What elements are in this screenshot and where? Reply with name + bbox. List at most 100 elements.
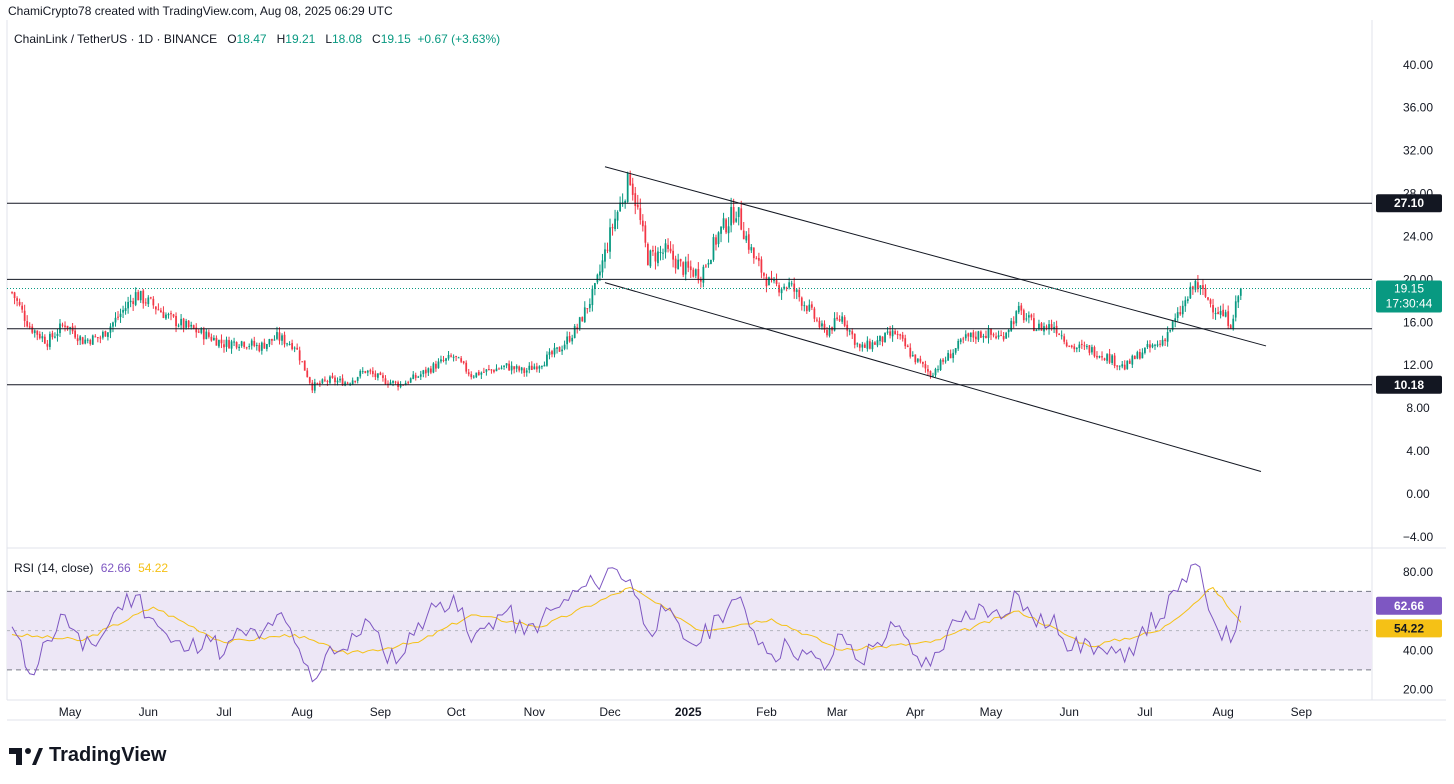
candle-body [927,369,929,372]
candle-body [985,335,987,339]
candle-body [929,371,932,377]
candle-body [959,339,962,342]
candle-body [1176,312,1179,318]
candle-body [482,371,485,373]
candle-body [869,341,871,349]
candle-body [863,344,866,348]
candle-body [404,382,407,386]
candle-body [1075,347,1078,350]
candle-body [1108,353,1111,363]
candle-body [392,380,394,383]
open-value: 18.47 [236,32,267,46]
candle-body [674,258,677,269]
candle-body [407,382,410,384]
candle-body [1133,356,1136,360]
candle-body [412,374,415,380]
candle-body [427,368,430,373]
candle-body [228,340,230,349]
candle-body [588,304,591,309]
rsi-value-box [1376,596,1442,615]
candle-body [737,207,740,218]
candle-body [1121,364,1124,367]
candle-body [785,287,788,289]
candle-body [556,347,558,349]
candle-body [258,345,261,352]
candle-body [180,318,182,326]
candle-body [498,368,500,370]
candle-body [780,289,783,294]
time-axis-tick-label: Nov [524,705,545,719]
candle-body [144,302,147,304]
candle-body [768,277,770,286]
candle-body [359,371,362,377]
candle-body [725,219,727,233]
candle-body [982,336,985,338]
candle-body [1149,344,1151,348]
rsi-line [11,563,1242,683]
symbol-name[interactable]: ChainLink / TetherUS · 1D · BINANCE [14,32,218,46]
candle-body [23,310,26,321]
candle-body [871,342,874,350]
level-label-text: 27.10 [1394,196,1424,210]
candle-body [742,230,745,240]
candle-body [667,244,669,249]
candle-body [1224,312,1227,317]
close-value: 19.15 [380,32,411,46]
candle-body [233,341,235,343]
candle-body [154,306,157,310]
candle-body [755,258,758,260]
candle-body [528,365,531,370]
candle-body [889,331,891,336]
candle-body [162,311,165,318]
candle-body [884,332,886,343]
symbol-legend: ChainLink / TetherUS · 1D · BINANCE O18.… [14,32,500,46]
candle-body [626,172,629,202]
candle-body [916,358,919,362]
candle-body [89,340,92,345]
candle-body [253,340,256,346]
candle-body [919,358,922,362]
candle-body [1151,344,1154,348]
tradingview-logo[interactable]: TradingView [9,744,166,767]
candle-body [76,338,79,342]
candle-body [192,325,195,329]
candle-body [109,326,112,333]
candle-body [808,304,811,311]
candle-body [1063,336,1066,342]
candle-body [906,345,909,348]
candle-body [997,335,1000,338]
candle-body [1136,352,1139,359]
candle-body [800,297,803,306]
candle-body [679,258,682,262]
candle-body [1128,360,1131,364]
candle-body [1048,324,1050,329]
candle-body [265,343,268,349]
candle-body [1098,356,1101,358]
candle-body [614,218,616,229]
candle-body [308,377,311,383]
candle-body [823,323,826,330]
candle-body [475,372,478,378]
candle-body [1093,347,1096,357]
rsi-ma-value-box [1376,619,1442,638]
candle-body [773,280,775,282]
rsi-title[interactable]: RSI (14, close) [14,561,94,575]
candle-body [74,330,77,338]
candle-body [28,326,31,328]
candle-body [394,381,397,383]
candle-body [142,290,145,304]
candle-body [1194,280,1197,290]
candle-body [1020,305,1023,311]
candle-body [195,327,198,333]
level-label-box [1376,375,1442,394]
candle-body [520,367,523,371]
candle-body [56,333,59,336]
candle-body [41,336,44,339]
candle-body [1239,288,1242,296]
time-axis-tick-label: Feb [756,705,777,719]
candle-body [460,358,463,362]
candle-body [298,350,301,361]
candle-body [599,271,601,276]
candle-body [803,305,806,307]
